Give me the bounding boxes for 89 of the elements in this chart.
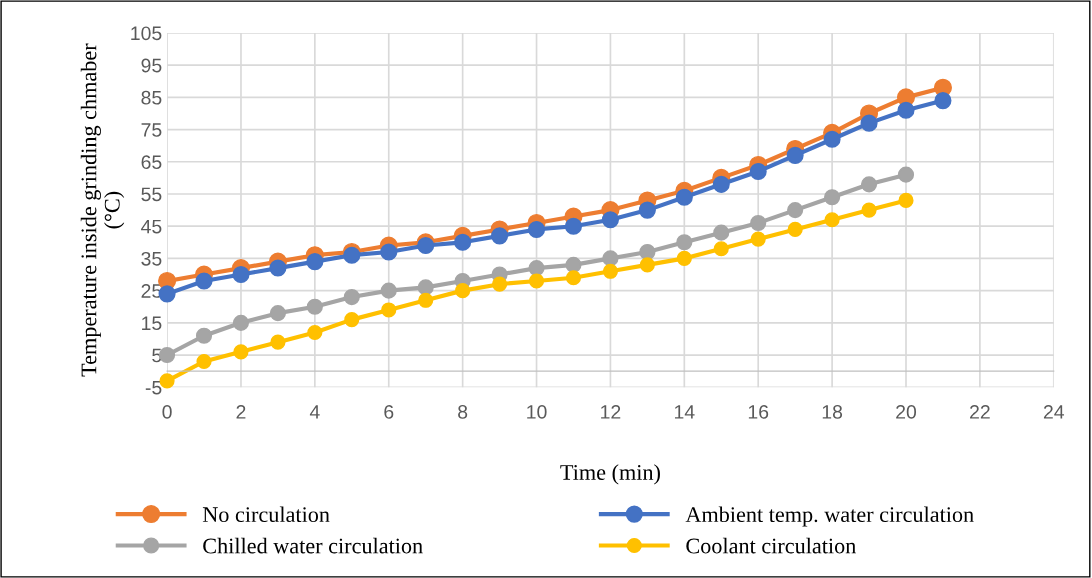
x-tick-label: 12	[601, 405, 621, 419]
point	[527, 220, 546, 238]
point	[343, 246, 361, 264]
point	[565, 256, 582, 273]
point	[196, 353, 212, 370]
point	[528, 260, 545, 277]
point	[158, 285, 176, 303]
y-axis-title: Temperature inside grinding chmaber (°C)	[80, 43, 125, 377]
x-tick-label: 0	[162, 405, 172, 419]
point	[195, 272, 213, 290]
point	[860, 176, 878, 193]
point	[159, 346, 176, 364]
point	[454, 233, 472, 251]
point	[675, 188, 693, 206]
x-tick-label: 20	[896, 405, 917, 419]
point	[565, 270, 582, 286]
point	[787, 202, 804, 219]
x-tick-label: 22	[970, 405, 990, 419]
x-tick-label: 6	[384, 405, 394, 419]
point	[713, 224, 730, 241]
point	[676, 250, 692, 266]
point	[232, 265, 250, 284]
x-tick-label: 16	[748, 405, 769, 419]
legend-label: No circulation	[202, 506, 330, 523]
x-tick-label: 14	[674, 405, 695, 419]
point	[824, 212, 840, 228]
point	[639, 243, 656, 261]
point	[380, 282, 397, 299]
y-tick-label: 35	[141, 251, 162, 266]
y-tick-label: 105	[131, 26, 162, 41]
x-tick-label: 8	[458, 405, 468, 419]
legend-label: Chilled water circulation	[203, 537, 423, 554]
y-tick-label: 85	[141, 90, 162, 105]
point	[344, 312, 360, 328]
point	[749, 162, 767, 180]
y-tick-label: 45	[141, 219, 162, 234]
legend-label: Coolant circulation	[686, 537, 856, 554]
point	[491, 227, 509, 245]
point	[380, 243, 398, 261]
point	[381, 302, 397, 318]
point	[232, 314, 250, 331]
point	[307, 324, 323, 341]
point	[492, 276, 508, 292]
point	[233, 344, 249, 360]
point	[934, 92, 952, 110]
x-tick-label: 2	[236, 405, 246, 419]
point	[897, 166, 915, 183]
point	[676, 234, 693, 251]
point	[306, 253, 324, 271]
point	[270, 334, 286, 350]
point	[306, 298, 323, 315]
point	[638, 201, 656, 219]
point	[786, 146, 804, 164]
point	[712, 175, 730, 193]
point	[269, 259, 287, 277]
point	[898, 192, 914, 209]
y-tick-label: 15	[142, 316, 162, 331]
point	[602, 250, 619, 267]
point	[823, 130, 841, 148]
x-tick-label: 4	[309, 405, 320, 419]
point	[564, 217, 583, 235]
x-tick-label: 24	[1043, 405, 1065, 419]
point	[713, 241, 729, 257]
point	[860, 114, 878, 132]
point	[639, 257, 655, 273]
point	[787, 221, 803, 237]
y-tick-label: 65	[141, 155, 162, 170]
point	[417, 279, 434, 296]
point	[750, 214, 767, 232]
legend-label: Ambient temp. water circulation	[685, 506, 974, 527]
x-axis-title: Time (min)	[560, 464, 660, 485]
point	[602, 263, 618, 279]
point	[195, 327, 213, 344]
y-tick-label: -5	[145, 380, 162, 395]
point	[601, 211, 619, 229]
y-tick-label: 55	[141, 187, 162, 202]
point	[897, 101, 915, 119]
point	[269, 305, 286, 322]
point	[528, 273, 545, 289]
point	[824, 189, 841, 206]
point	[343, 289, 360, 306]
y-tick-label: 75	[141, 123, 162, 137]
point	[418, 292, 434, 308]
x-tick-label: 10	[527, 405, 547, 419]
point	[750, 231, 766, 247]
point	[861, 202, 877, 218]
point	[455, 283, 471, 299]
x-tick-label: 18	[822, 405, 843, 419]
y-tick-label: 95	[141, 58, 162, 73]
